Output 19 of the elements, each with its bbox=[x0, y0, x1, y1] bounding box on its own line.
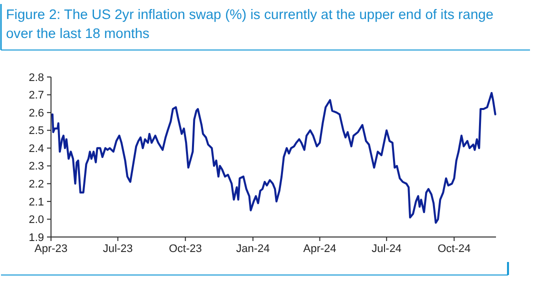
y-tick-label: 2.4 bbox=[28, 142, 44, 155]
x-tick-label: Jan-24 bbox=[236, 243, 270, 255]
y-tick-label: 2.8 bbox=[28, 72, 44, 84]
chart-title: Figure 2: The US 2yr inflation swap (%) is currently at the upper end of its range over the last 18 months bbox=[6, 7, 494, 41]
x-tick-label: Jul-24 bbox=[372, 243, 402, 255]
x-tick-label: Oct-23 bbox=[168, 243, 202, 255]
line-series bbox=[51, 92, 496, 224]
y-tick-label: 2.6 bbox=[28, 107, 44, 120]
y-tick-label: 2.1 bbox=[28, 196, 44, 208]
y-tick-label: 2.2 bbox=[28, 178, 44, 191]
x-tick-label: Oct-24 bbox=[438, 243, 471, 255]
y-tick-label: 2.0 bbox=[28, 214, 44, 226]
y-tick-label: 2.3 bbox=[28, 160, 44, 173]
y-tick-label: 1.9 bbox=[28, 232, 44, 244]
y-tick-label: 2.7 bbox=[28, 90, 44, 102]
x-tick-label: Apr-23 bbox=[34, 243, 68, 255]
x-tick-label: Jul-23 bbox=[102, 243, 133, 255]
y-tick-label: 2.5 bbox=[28, 125, 44, 138]
x-tick-label: Apr-24 bbox=[303, 243, 336, 255]
